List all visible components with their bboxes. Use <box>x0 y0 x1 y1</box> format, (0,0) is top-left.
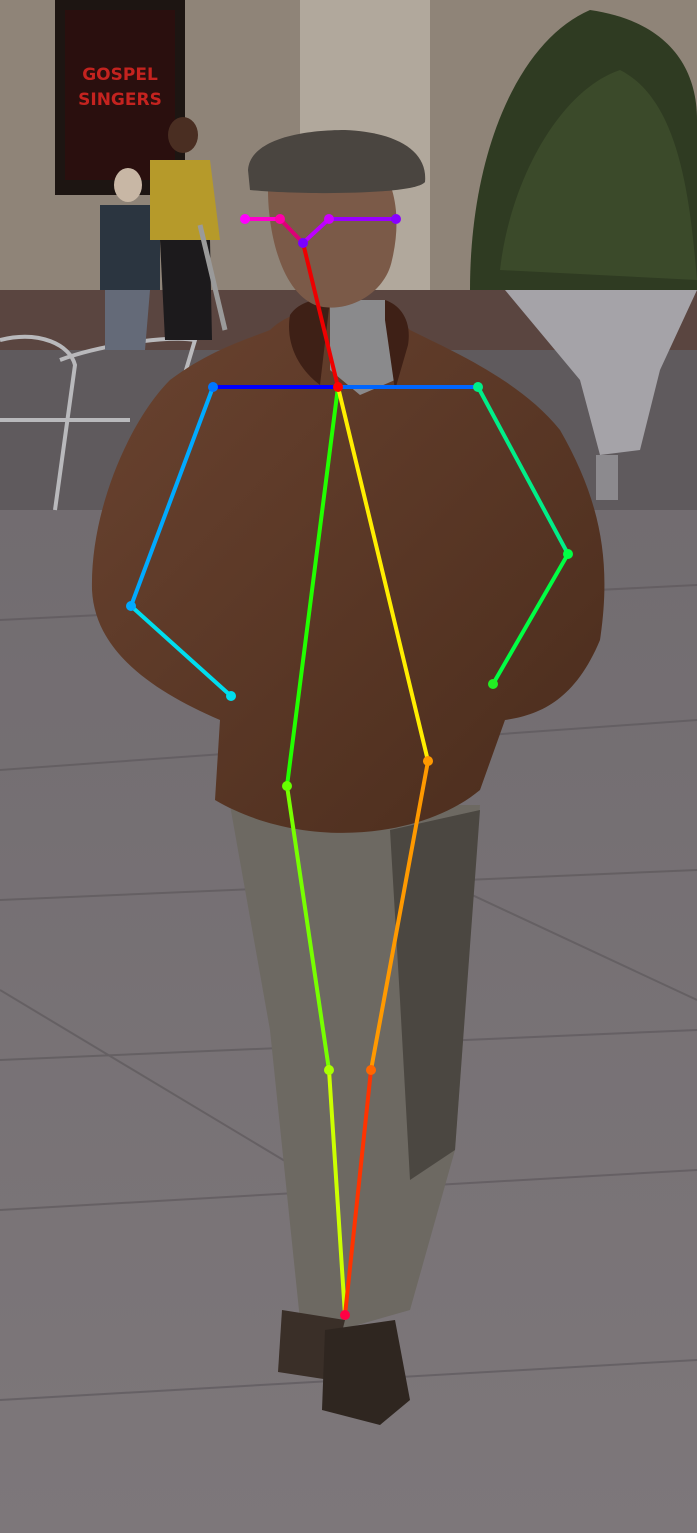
person <box>91 130 605 1425</box>
joint-right-hip <box>282 781 292 791</box>
joint-right-shoulder <box>208 382 218 392</box>
poster-line-1: GOSPEL <box>82 65 158 85</box>
left-shoe <box>322 1320 410 1425</box>
limb-nose-to-right-eye <box>278 217 305 245</box>
joint-right-knee <box>324 1065 334 1075</box>
joint-left-wrist <box>488 679 498 689</box>
joint-left-knee <box>366 1065 376 1075</box>
limb-left-hip-to-left-knee <box>369 759 430 1072</box>
limb-right-shoulder-to-right-elbow <box>129 385 215 608</box>
trouser-shadow <box>390 810 480 1180</box>
joint-right-ear <box>240 214 250 224</box>
jacket-lapel-right <box>289 299 330 385</box>
limb-right-hip-to-right-knee <box>285 784 331 1072</box>
limb-right-elbow-to-right-wrist <box>129 604 233 698</box>
limb-neck-to-right-hip <box>285 385 340 788</box>
limb-left-knee-to-right-ankle <box>343 1068 373 1317</box>
joint-right-elbow <box>126 601 136 611</box>
poster-board <box>65 10 175 180</box>
joint-nose <box>298 238 308 248</box>
planter <box>505 290 697 500</box>
joint-neck <box>333 382 343 392</box>
joint-left-eye <box>324 214 334 224</box>
shirt-collar <box>330 300 395 395</box>
limb-right-knee-to-right-ankle <box>327 1068 347 1317</box>
limb-nose-to-left-eye <box>301 217 331 245</box>
joint-left-ear <box>391 214 401 224</box>
joint-left-hip <box>423 756 433 766</box>
jacket-lapel-left <box>385 300 409 390</box>
limb-left-elbow-to-left-wrist <box>491 552 570 686</box>
joint-left-shoulder <box>473 382 483 392</box>
flat-cap <box>248 130 426 194</box>
poster: GOSPEL SINGERS <box>55 0 185 195</box>
pose-skeleton-joints <box>126 214 573 1320</box>
joint-left-elbow <box>563 549 573 559</box>
limb-neck-to-nose <box>301 241 340 389</box>
poster-line-2: SINGERS <box>78 90 162 110</box>
bystanders <box>100 117 228 350</box>
jacket <box>91 305 605 833</box>
tree <box>470 10 697 290</box>
joint-right-eye <box>275 214 285 224</box>
limb-neck-to-left-hip <box>336 385 430 763</box>
joint-right-wrist <box>226 691 236 701</box>
limb-left-shoulder-to-left-elbow <box>476 385 570 556</box>
joint-right-ankle <box>340 1310 350 1320</box>
pose-skeleton-limbs <box>129 217 570 1317</box>
